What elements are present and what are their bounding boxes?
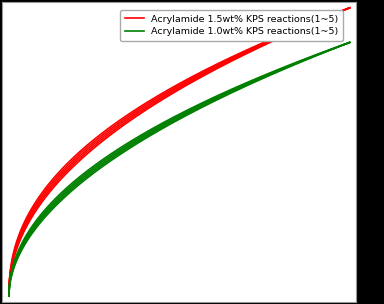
Line: Acrylamide 1.0wt% KPS reactions(1~5): Acrylamide 1.0wt% KPS reactions(1~5)	[9, 43, 349, 296]
Acrylamide 1.5wt% KPS reactions(1~5)	[347, 6, 352, 10]
Acrylamide 1.0wt% KPS reactions(1~5)	[214, 98, 218, 102]
Acrylamide 1.5wt% KPS reactions(1~5)	[223, 62, 228, 66]
Acrylamide 1.0wt% KPS reactions(1~5)	[300, 60, 305, 63]
Acrylamide 1.0wt% KPS reactions(1~5)	[223, 94, 228, 97]
Line: Acrylamide 1.5wt% KPS reactions(1~5): Acrylamide 1.5wt% KPS reactions(1~5)	[9, 8, 349, 296]
Acrylamide 1.0wt% KPS reactions(1~5)	[347, 41, 352, 44]
Acrylamide 1.5wt% KPS reactions(1~5)	[204, 72, 209, 76]
Acrylamide 1.5wt% KPS reactions(1~5)	[300, 26, 305, 30]
Acrylamide 1.0wt% KPS reactions(1~5)	[7, 294, 11, 298]
Acrylamide 1.5wt% KPS reactions(1~5)	[7, 294, 11, 298]
Acrylamide 1.5wt% KPS reactions(1~5)	[28, 219, 32, 223]
Acrylamide 1.0wt% KPS reactions(1~5)	[265, 74, 270, 78]
Legend: Acrylamide 1.5wt% KPS reactions(1~5), Acrylamide 1.0wt% KPS reactions(1~5): Acrylamide 1.5wt% KPS reactions(1~5), Ac…	[120, 10, 343, 41]
Acrylamide 1.5wt% KPS reactions(1~5)	[214, 67, 218, 71]
Acrylamide 1.0wt% KPS reactions(1~5)	[204, 103, 209, 107]
Acrylamide 1.5wt% KPS reactions(1~5)	[265, 42, 270, 46]
Acrylamide 1.0wt% KPS reactions(1~5)	[28, 235, 32, 239]
